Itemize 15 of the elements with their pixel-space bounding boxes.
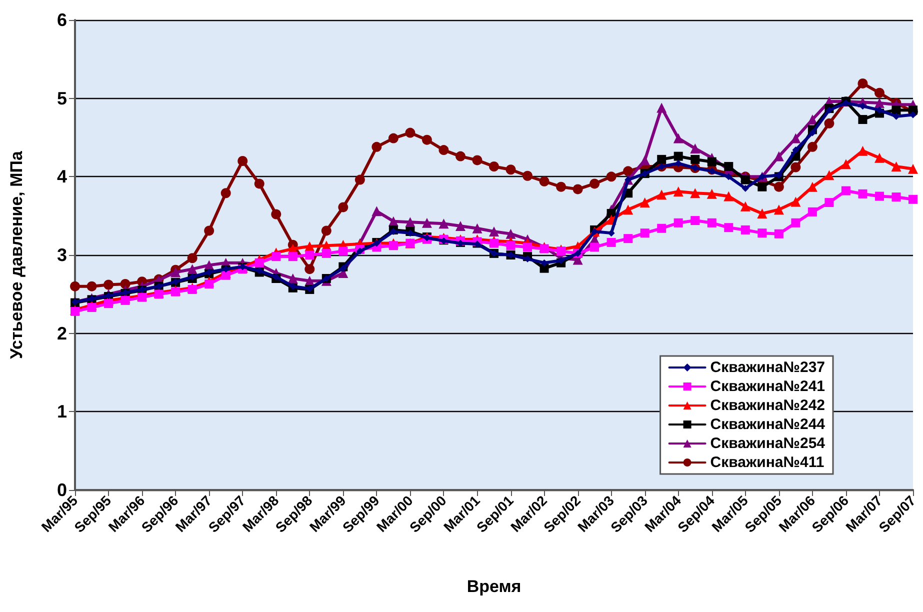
y-tick-label: 1 [56, 402, 67, 422]
legend-label: Скважина№242 [710, 397, 826, 414]
legend-label: Скважина№244 [710, 416, 826, 433]
y-tick-label: 3 [56, 245, 67, 265]
x-axis-title: Время [466, 577, 522, 596]
y-tick-label: 2 [56, 323, 67, 344]
legend-label: Скважина№237 [710, 359, 826, 376]
legend-label: Скважина№254 [710, 435, 826, 452]
y-axis-title: Устьевое давление, МПа [7, 150, 26, 359]
y-tick-label: 6 [56, 10, 67, 30]
y-tick-label: 0 [56, 480, 67, 500]
y-tick-label: 5 [56, 88, 67, 108]
legend-label: Скважина№411 [710, 454, 824, 471]
y-tick-label: 4 [56, 166, 67, 187]
legend-label: Скважина№241 [710, 378, 826, 395]
